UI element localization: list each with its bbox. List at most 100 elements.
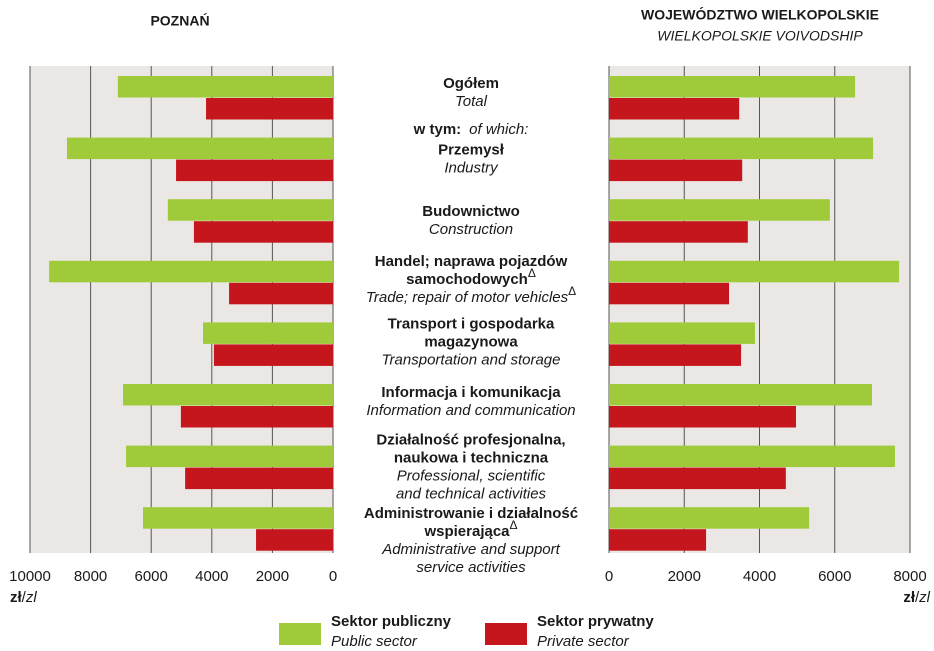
bar <box>609 507 810 529</box>
bar <box>609 322 755 344</box>
legend-label-en: Public sector <box>331 633 418 650</box>
category-label-text: samochodowych <box>406 271 528 288</box>
x-tick-label: 6000 <box>818 568 851 585</box>
bar <box>167 199 333 221</box>
annotation-pl: w tym: <box>413 121 462 138</box>
category-label-text: naukowa i techniczna <box>394 450 549 467</box>
category-label: wspierającaΔ <box>423 518 517 540</box>
category-label: Działalność profesjonalna, <box>376 432 565 449</box>
x-axis-label-part: zł <box>903 589 916 606</box>
category-label-text: Administrative and support <box>381 541 560 558</box>
category-label-text: Industry <box>444 160 499 177</box>
bar <box>185 467 333 490</box>
category-label-text: Construction <box>429 221 513 238</box>
legend-label: Sektor prywatny <box>537 613 654 630</box>
category-label: Information and communication <box>366 402 575 419</box>
category-label: Administrowanie i działalność <box>364 505 578 522</box>
bar <box>66 137 333 160</box>
bar <box>609 76 856 98</box>
bar <box>609 260 900 283</box>
x-tick-label: 4000 <box>743 568 776 585</box>
category-label: Construction <box>429 221 513 238</box>
category-label: Professional, scientific <box>397 468 546 485</box>
bar <box>203 322 333 344</box>
category-label-text: Transport i gospodarka <box>388 315 555 332</box>
annotation: w tym: of which: <box>413 121 529 138</box>
category-label-text: wspierająca <box>423 523 510 540</box>
x-axis-label: zł/zl <box>10 589 37 606</box>
annotation-en: of which: <box>469 121 528 138</box>
bar <box>229 282 333 305</box>
bar <box>609 199 830 221</box>
right-subtitle: WIELKOPOLSKIE VOIVODSHIP <box>657 28 863 44</box>
legend-swatch <box>485 623 527 645</box>
category-label-text: magazynowa <box>424 333 518 350</box>
x-tick-label: 8000 <box>893 568 926 585</box>
bar <box>609 282 730 305</box>
bar <box>609 384 872 406</box>
legend-label-en: Private sector <box>537 633 630 650</box>
category-label-text: Information and communication <box>366 402 575 419</box>
category-label-text: Informacja i komunikacja <box>381 384 561 401</box>
x-axis-label-part: zl <box>918 589 931 606</box>
bar <box>206 98 333 120</box>
category-note-mark: Δ <box>568 284 576 298</box>
bar <box>193 221 333 243</box>
x-tick-label: 8000 <box>74 568 107 585</box>
category-label: magazynowa <box>424 333 518 350</box>
category-label-text: Handel; naprawa pojazdów <box>375 253 568 270</box>
x-tick-label: 6000 <box>135 568 168 585</box>
x-tick-label: 10000 <box>9 568 51 585</box>
category-label: Przemysł <box>438 142 505 159</box>
legend-swatch <box>279 623 321 645</box>
category-label: Transportation and storage <box>382 351 561 368</box>
x-tick-label: 0 <box>329 568 337 585</box>
category-note-mark: Δ <box>528 266 536 280</box>
right-title: WOJEWÓDZTWO WIELKOPOLSKIE <box>641 6 879 23</box>
x-tick-label: 4000 <box>195 568 228 585</box>
bar <box>123 384 334 406</box>
bar <box>180 406 333 428</box>
category-label: Trade; repair of motor vehiclesΔ <box>366 284 576 306</box>
left-title: POZNAŃ <box>150 13 209 29</box>
bar <box>609 406 796 428</box>
legend-label: Sektor publiczny <box>331 613 452 630</box>
bar <box>609 344 742 366</box>
category-label-text: service activities <box>416 559 526 576</box>
category-label: Transport i gospodarka <box>388 315 555 332</box>
x-axis-label-part: zl <box>25 589 38 606</box>
category-label-text: Ogółem <box>443 75 499 92</box>
x-axis-label: zł/zl <box>903 589 930 606</box>
bar <box>609 445 895 468</box>
category-label-text: Administrowanie i działalność <box>364 505 578 522</box>
category-label-text: Budownictwo <box>422 203 520 220</box>
category-note-mark: Δ <box>510 518 518 532</box>
category-label: Administrative and support <box>381 541 560 558</box>
category-label: Handel; naprawa pojazdów <box>375 253 568 270</box>
category-label: Industry <box>444 160 499 177</box>
x-axis-label-part: zł <box>10 589 23 606</box>
bar <box>117 76 334 98</box>
category-label-text: Professional, scientific <box>397 468 546 485</box>
category-label-text: Trade; repair of motor vehicles <box>366 289 569 306</box>
bar <box>609 467 786 490</box>
bar <box>256 529 333 551</box>
bar <box>176 159 333 182</box>
category-label-text: and technical activities <box>396 486 547 503</box>
category-label: Ogółem <box>443 75 499 92</box>
bar <box>126 445 334 468</box>
category-label: service activities <box>416 559 526 576</box>
bar <box>609 137 874 160</box>
category-label: and technical activities <box>396 486 547 503</box>
bar <box>609 159 743 182</box>
category-label: Total <box>455 93 488 110</box>
bar <box>49 260 334 283</box>
category-label: Budownictwo <box>422 203 520 220</box>
x-tick-label: 0 <box>605 568 613 585</box>
category-label-text: Total <box>455 93 488 110</box>
x-axis-label-part: / <box>915 589 920 606</box>
category-label: naukowa i techniczna <box>394 450 549 467</box>
x-tick-label: 2000 <box>668 568 701 585</box>
bar <box>143 507 333 529</box>
